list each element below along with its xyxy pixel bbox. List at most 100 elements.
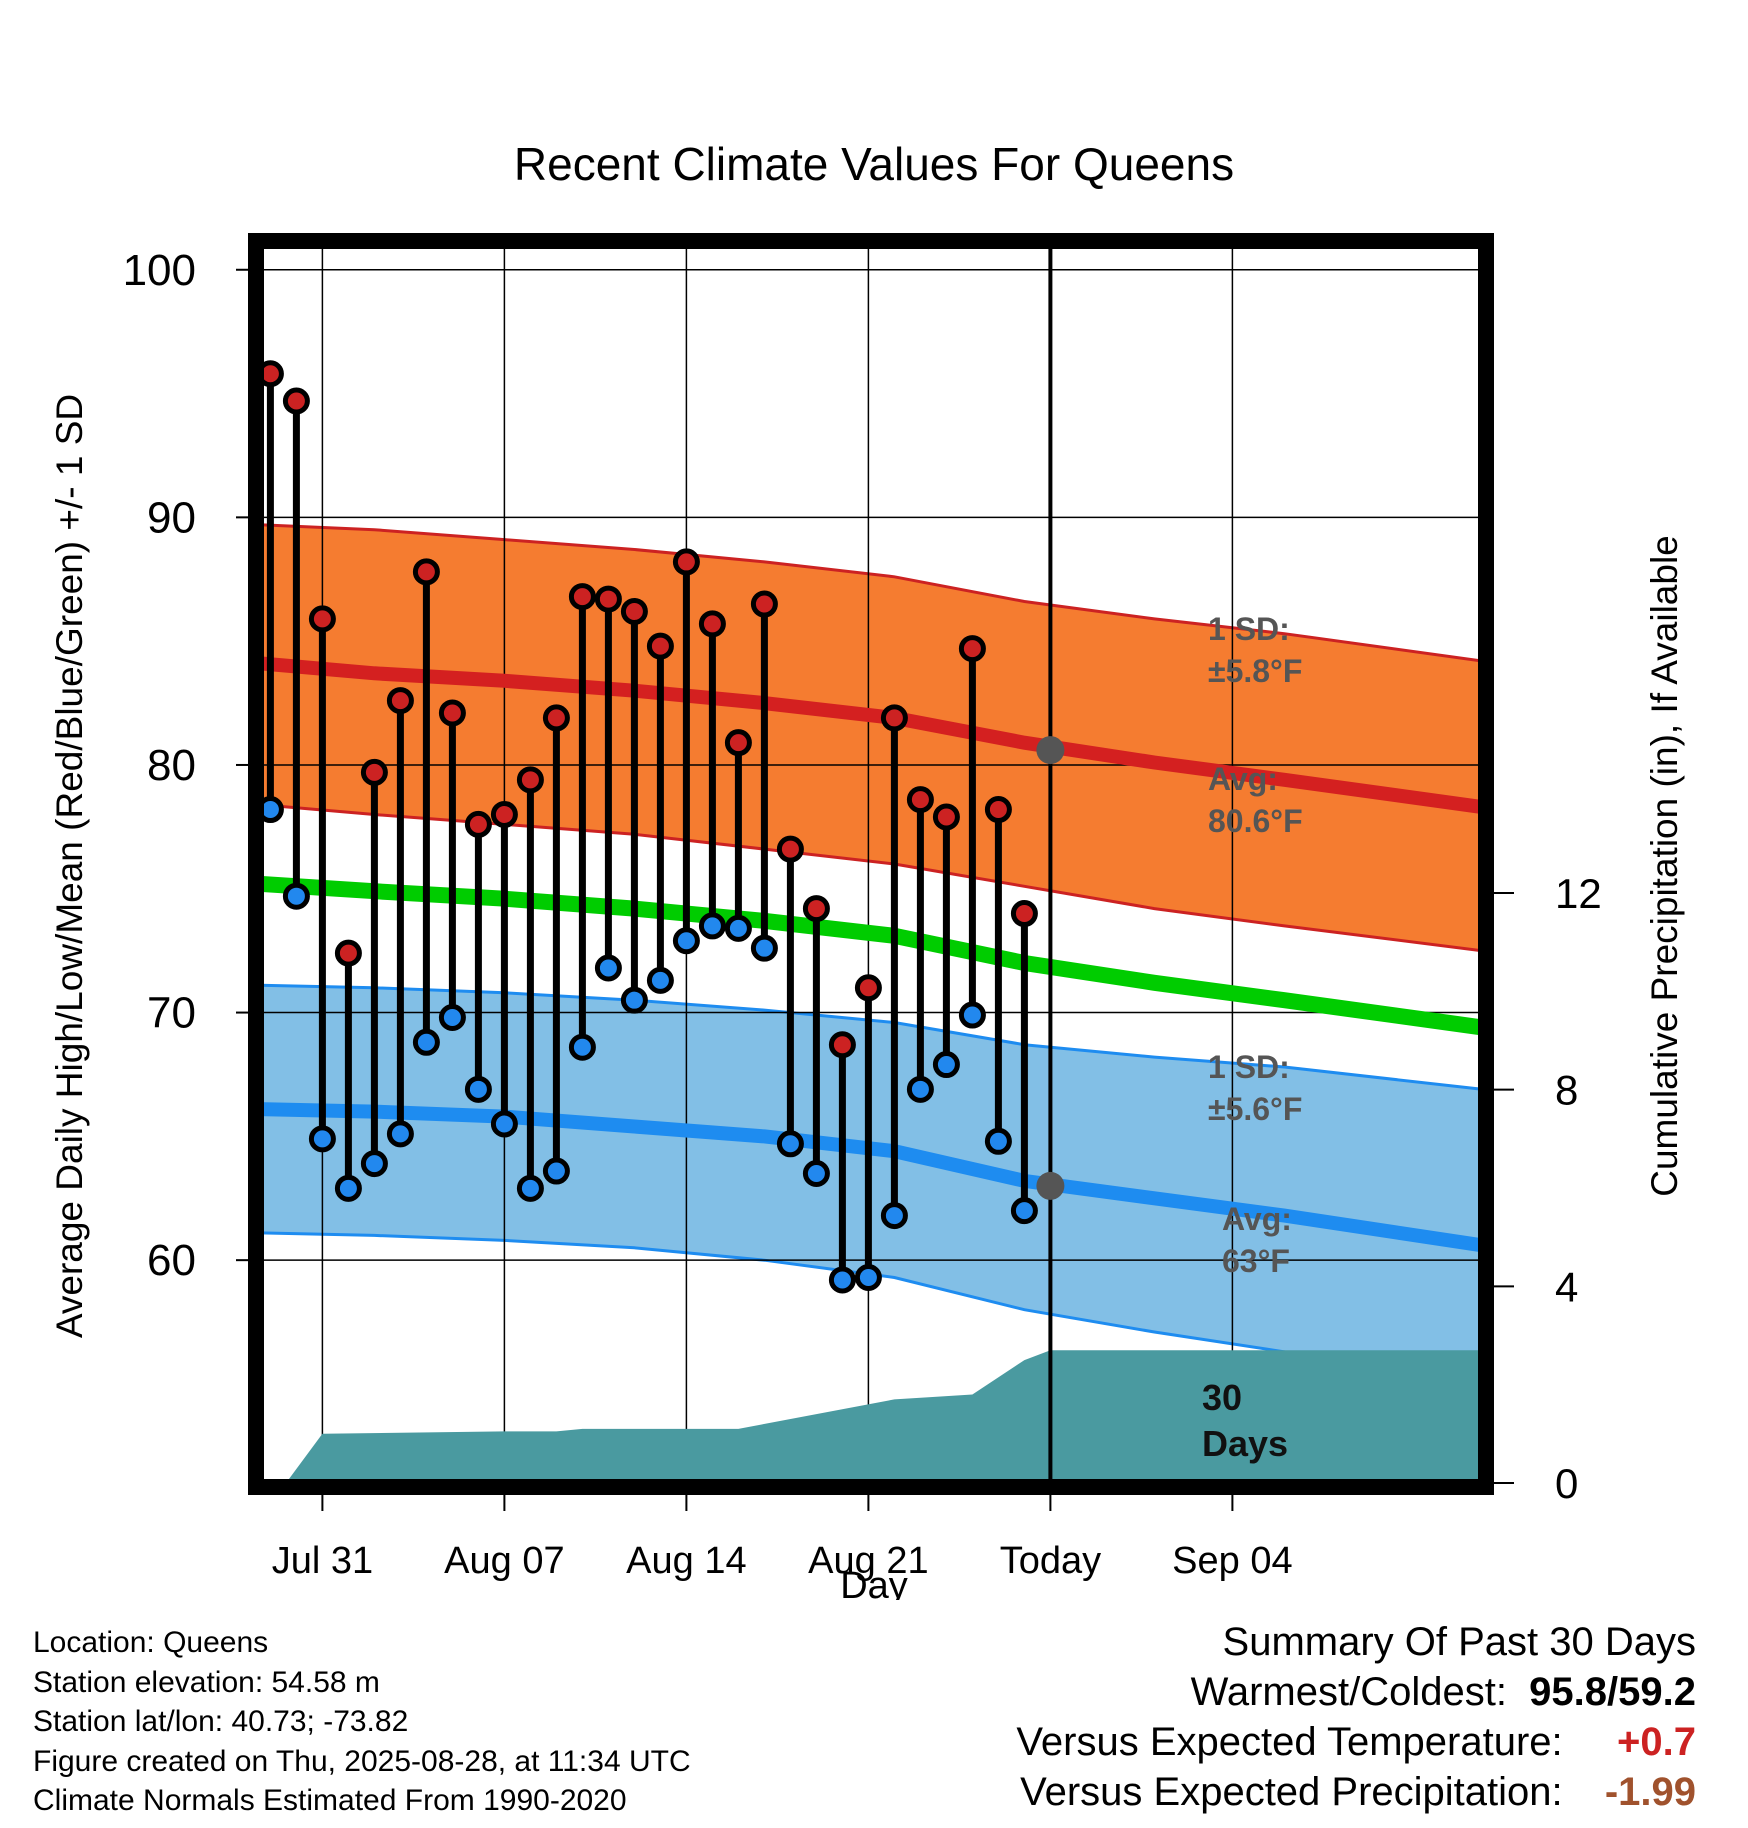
y-tick-label: 80 xyxy=(147,741,196,790)
daily-low-point xyxy=(464,1075,492,1103)
y-tick-label: 100 xyxy=(123,246,196,295)
temp-label: Versus Expected Temperature: xyxy=(1016,1720,1563,1764)
x-tick-label: Today xyxy=(1000,1540,1101,1582)
period-days-label: Days xyxy=(1202,1423,1288,1464)
summary-panel: Summary Of Past 30 Days Warmest/Coldest:… xyxy=(1016,1617,1696,1817)
high-band-lower-edge xyxy=(260,803,1482,953)
normal-high-line xyxy=(260,656,1482,815)
normals-text: Climate Normals Estimated From 1990-2020 xyxy=(33,1784,627,1817)
location-text: Location: Queens xyxy=(33,1626,269,1659)
high-band-upper-edge xyxy=(260,523,1482,663)
high-sd-band xyxy=(260,524,1482,951)
y2-axis-label: Cumulative Precipitation (in), If Availa… xyxy=(1644,535,1685,1197)
created-text: Figure created on Thu, 2025-08-28, at 11… xyxy=(33,1744,691,1778)
daily-high-point xyxy=(854,974,882,1002)
daily-low-point xyxy=(412,1028,440,1056)
low-band-upper-edge xyxy=(260,983,1482,1091)
daily-low-point xyxy=(828,1266,856,1294)
daily-high-point xyxy=(672,548,700,576)
daily-low-point xyxy=(880,1202,908,1230)
warm-cold-row: Warmest/Coldest: 95.8/59.2 xyxy=(1016,1667,1696,1717)
daily-low-point xyxy=(802,1160,830,1187)
daily-low-point xyxy=(360,1150,388,1178)
low-avg-label: Avg: xyxy=(1222,1201,1292,1237)
y2-tick-label: 4 xyxy=(1555,1263,1578,1310)
y2-tick-label: 12 xyxy=(1555,870,1602,917)
x-tick-label: Jul 31 xyxy=(272,1540,373,1582)
daily-low-point xyxy=(490,1110,518,1138)
daily-high-point xyxy=(958,635,986,663)
normal-low-line xyxy=(260,1102,1482,1253)
climate-chart: 1 SD: ±5.8°F Avg: 80.6°F 1 SD: ±5.6°F Avg: 63°F… xyxy=(49,138,1685,1600)
normal-mean-line xyxy=(260,875,1482,1036)
daily-high-point xyxy=(594,585,622,613)
daily-high-point xyxy=(984,796,1012,824)
daily-low-point xyxy=(620,986,648,1014)
y-axis-label: Average Daily High/Low/Mean (Red/Blue/Gr… xyxy=(49,394,90,1338)
y-tick-label: 70 xyxy=(147,989,196,1038)
daily-high-point xyxy=(932,803,960,831)
daily-high-point xyxy=(620,597,648,625)
daily-low-point xyxy=(308,1125,336,1153)
y2-tick-label: 0 xyxy=(1555,1460,1578,1507)
summary-title: Summary Of Past 30 Days xyxy=(1222,1620,1696,1664)
high-avg-value: 80.6°F xyxy=(1208,803,1303,839)
x-tick-label: Aug 21 xyxy=(808,1540,928,1582)
daily-high-point xyxy=(906,786,934,814)
x-tick-label: Sep 04 xyxy=(1172,1540,1292,1582)
daily-high-point xyxy=(750,590,778,618)
daily-low-point xyxy=(568,1033,596,1061)
daily-low-point xyxy=(698,912,726,940)
high-sd-value: ±5.8°F xyxy=(1208,653,1302,689)
daily-low-point xyxy=(854,1263,882,1291)
daily-low-point xyxy=(750,934,778,962)
y2-tick-label: 8 xyxy=(1555,1067,1578,1114)
daily-low-point xyxy=(646,966,674,994)
daily-low-point xyxy=(958,1001,986,1029)
x-tick-label: Aug 14 xyxy=(626,1540,746,1582)
latlon-text: Station lat/lon: 40.73; -73.82 xyxy=(33,1705,409,1738)
daily-low-point xyxy=(542,1157,570,1185)
precip-value: -1.99 xyxy=(1604,1770,1696,1814)
station-info: Location: Queens Station elevation: 54.5… xyxy=(33,1623,691,1821)
period-days-number: 30 xyxy=(1202,1377,1242,1418)
y-tick-label: 60 xyxy=(147,1236,196,1285)
precip-area xyxy=(286,1350,1482,1483)
temp-row: Versus Expected Temperature: +0.7 xyxy=(1016,1717,1696,1767)
daily-high-point xyxy=(464,810,492,838)
low-band-lower-edge xyxy=(260,1231,1482,1383)
elevation-text: Station elevation: 54.58 m xyxy=(33,1665,380,1699)
daily-low-point xyxy=(334,1174,362,1202)
precip-row: Versus Expected Precipitation: -1.99 xyxy=(1016,1767,1696,1817)
x-axis-label: Day xyxy=(840,1565,908,1600)
plot-layer xyxy=(260,245,1482,1483)
daily-low-point xyxy=(282,882,310,910)
daily-high-point xyxy=(698,610,726,638)
daily-high-point xyxy=(776,835,804,863)
daily-high-point xyxy=(1010,900,1038,928)
daily-high-point xyxy=(490,800,518,828)
today-normal-low-marker xyxy=(1036,1171,1065,1200)
daily-low-point xyxy=(724,914,752,942)
daily-low-point xyxy=(776,1130,804,1158)
high-avg-label: Avg: xyxy=(1208,761,1278,797)
chart-title: Recent Climate Values For Queens xyxy=(514,138,1234,190)
daily-high-point xyxy=(308,605,336,633)
daily-low-point xyxy=(984,1127,1012,1155)
warm-cold-value: 95.8/59.2 xyxy=(1529,1670,1696,1714)
warm-cold-label: Warmest/Coldest: xyxy=(1190,1670,1507,1714)
temp-value: +0.7 xyxy=(1617,1720,1696,1764)
daily-low-point xyxy=(386,1120,414,1148)
daily-high-point xyxy=(360,758,388,786)
daily-high-point xyxy=(412,558,440,586)
high-sd-label: 1 SD: xyxy=(1208,611,1290,647)
daily-high-point xyxy=(880,704,908,732)
daily-high-point xyxy=(334,939,362,967)
daily-high-point xyxy=(568,583,596,611)
plot-frame xyxy=(248,233,1494,1495)
daily-high-point xyxy=(802,895,830,923)
daily-low-point xyxy=(672,927,700,955)
daily-high-point xyxy=(542,704,570,732)
low-sd-label: 1 SD: xyxy=(1208,1049,1290,1085)
daily-low-point xyxy=(438,1004,466,1032)
